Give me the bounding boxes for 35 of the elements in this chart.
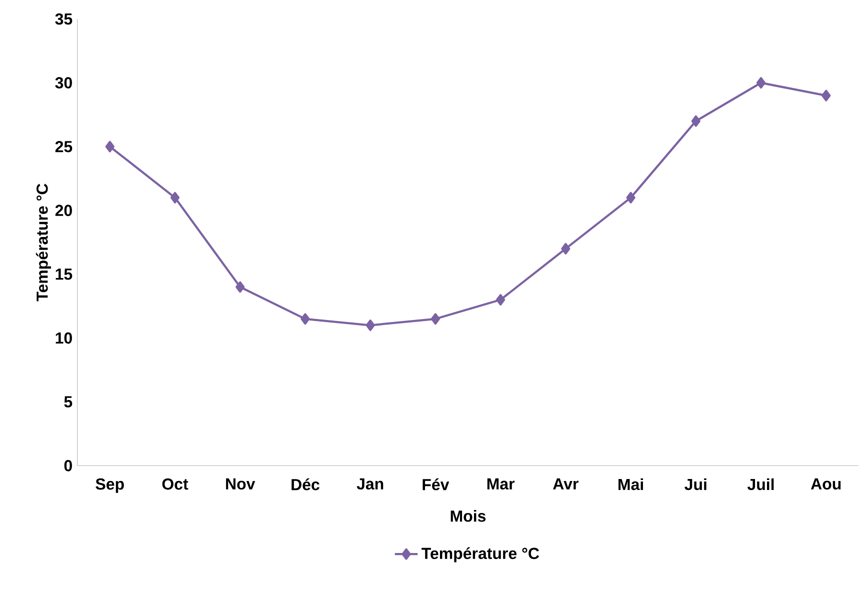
y-tick-label: 20 [55, 204, 72, 216]
x-tick-label: Fév [422, 478, 450, 490]
x-tick-label: Juil [747, 478, 774, 490]
x-tick-label: Mai [618, 478, 643, 490]
x-tick-label: Nov [226, 478, 256, 490]
point [236, 281, 245, 293]
x-tick-label: Oct [162, 478, 188, 490]
x-tick-label: Jui [684, 478, 706, 490]
point [496, 294, 506, 306]
x-tick-label: Sep [96, 478, 124, 493]
x-tick-label: Déc [292, 478, 320, 490]
y-tick-label: 10 [56, 332, 72, 344]
x-tick-label: Jan [356, 478, 384, 490]
y-tick-label: 0 [64, 460, 72, 472]
legend-label: Température °C [422, 547, 540, 562]
point [105, 140, 114, 152]
x-tick-label: Mar [487, 478, 515, 490]
point [822, 90, 831, 102]
point [430, 313, 440, 325]
x-tick-label: Avr [553, 478, 578, 490]
y-tick-label: 5 [64, 396, 72, 408]
y-tick-label: 30 [55, 77, 72, 88]
point [756, 77, 766, 89]
point [626, 192, 636, 204]
y-tick-label: 25 [55, 140, 72, 152]
y-tick-label: 35 [55, 13, 72, 25]
point [691, 115, 700, 127]
x-axis-title: Mois [450, 510, 486, 522]
point [170, 192, 180, 204]
y-tick-label: 15 [56, 268, 72, 280]
point [300, 313, 310, 325]
x-tick-label: Aou [810, 478, 841, 490]
point [366, 320, 375, 332]
y-axis-title: Température °C [36, 184, 52, 302]
point [561, 242, 570, 254]
